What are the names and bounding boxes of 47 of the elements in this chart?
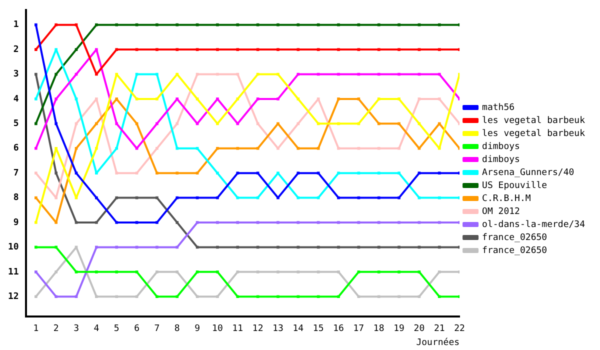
y-tick-label: 7 (13, 168, 19, 178)
x-tick-label: 12 (252, 324, 264, 334)
y-tick-label: 5 (13, 119, 19, 130)
x-tick-label: 16 (333, 324, 344, 334)
x-tick-label: 11 (232, 324, 244, 334)
legend-label: US Epouville (482, 180, 548, 191)
y-tick-label: 11 (8, 267, 19, 278)
legend-label: C.R.B.H.M (482, 194, 532, 204)
y-tick-label: 3 (13, 70, 19, 80)
x-tick-label: 22 (454, 324, 465, 334)
legend-label: math56 (482, 102, 515, 113)
x-tick-label: 14 (292, 324, 304, 334)
y-tick-label: 4 (13, 94, 20, 104)
x-tick-label: 19 (394, 324, 404, 334)
x-tick-label: 6 (134, 324, 140, 334)
x-tick-label: 20 (414, 324, 425, 334)
x-tick-label: 10 (212, 324, 223, 334)
x-tick-label: 8 (174, 324, 180, 334)
legend-label: france_02650 (482, 246, 548, 256)
y-tick-label: 9 (13, 218, 19, 228)
x-tick-label: 9 (194, 324, 200, 334)
legend-label: dimboys (482, 142, 520, 152)
x-tick-label: 4 (94, 324, 100, 334)
legend-label: les vegetal barbeuk (482, 128, 586, 139)
x-tick-label: 2 (53, 324, 59, 334)
legend-label: OM 2012 (482, 206, 520, 217)
x-tick-label: 21 (434, 324, 445, 334)
x-tick-label: 5 (114, 324, 120, 334)
x-tick-label: 15 (312, 324, 324, 334)
y-tick-label: 12 (8, 292, 19, 302)
x-tick-label: 17 (353, 324, 364, 334)
y-tick-label: 1 (13, 20, 19, 30)
x-tick-label: 3 (74, 324, 79, 334)
legend-label: ol-dans-la-merde/34 (482, 220, 585, 230)
y-tick-label: 8 (13, 193, 19, 204)
legend-label: dimboys (482, 154, 520, 165)
y-tick-label: 6 (13, 144, 19, 154)
x-tick-label: 13 (272, 324, 284, 334)
x-axis-title: Journées (416, 336, 460, 348)
y-tick-label: 10 (8, 242, 19, 253)
legend-label: france_02650 (482, 232, 548, 243)
y-tick-label: 2 (13, 44, 19, 55)
x-tick-label: 1 (33, 324, 39, 334)
x-tick-label: 7 (154, 324, 160, 334)
x-tick-label: 18 (373, 324, 384, 334)
legend-label: les vegetal barbeuk (482, 116, 586, 126)
legend-label: Arsena_Gunners/40 (482, 168, 574, 178)
